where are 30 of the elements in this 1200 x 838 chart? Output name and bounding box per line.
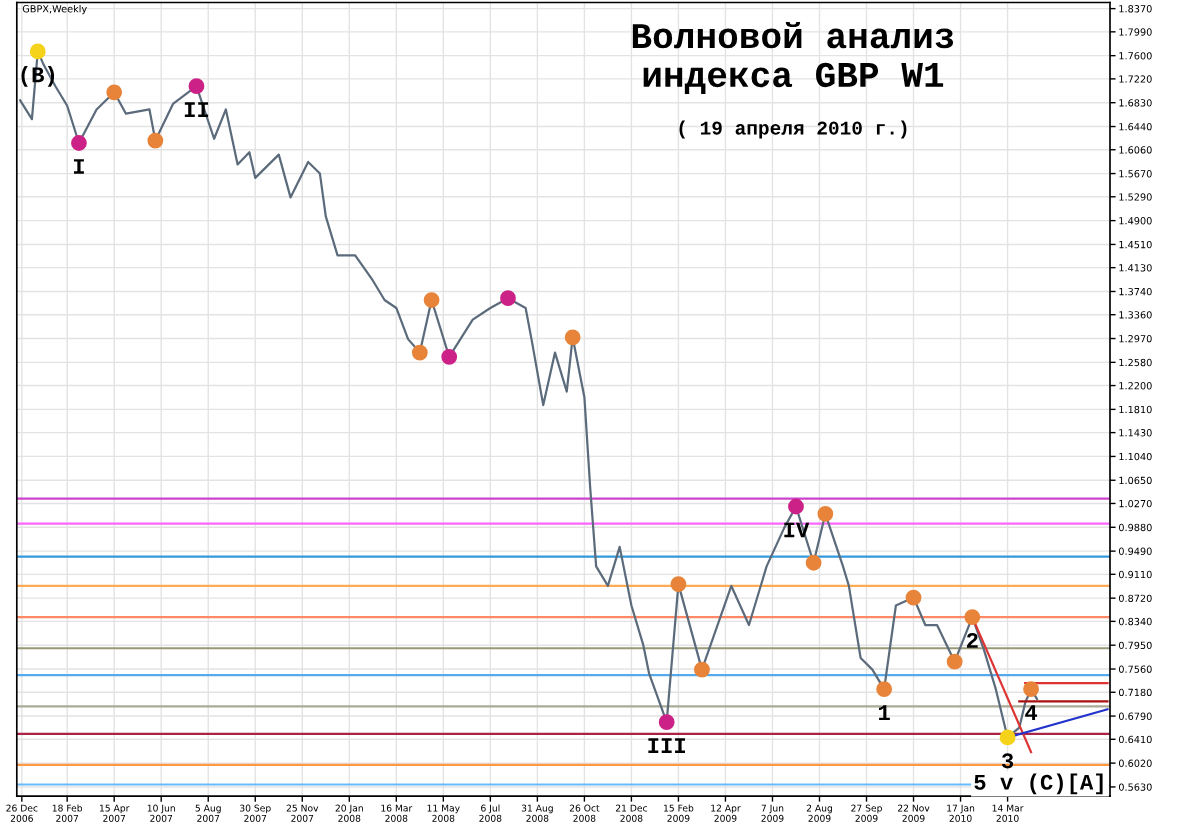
point bbox=[71, 135, 87, 151]
annotation: 5 v (C)[A] bbox=[974, 773, 1103, 795]
point bbox=[805, 554, 822, 571]
point bbox=[964, 609, 981, 625]
point bbox=[1023, 681, 1039, 698]
point bbox=[658, 714, 675, 731]
point bbox=[423, 292, 440, 308]
point bbox=[411, 344, 428, 361]
annotation: III bbox=[648, 738, 685, 753]
point bbox=[694, 661, 710, 678]
point bbox=[29, 43, 46, 60]
point bbox=[147, 132, 164, 149]
text: Волновой анализ индекса GBP W1 bbox=[632, 21, 954, 95]
text: ( 19 апреля 2010 г.) bbox=[679, 120, 907, 139]
annotation: 4 bbox=[1025, 705, 1038, 720]
point bbox=[441, 348, 458, 365]
annotation: 2 bbox=[966, 632, 978, 648]
point bbox=[817, 505, 834, 522]
point bbox=[500, 290, 516, 307]
point bbox=[946, 653, 963, 670]
point bbox=[188, 78, 205, 95]
point bbox=[670, 576, 687, 593]
point bbox=[876, 681, 893, 698]
annotation: I bbox=[73, 159, 84, 174]
point bbox=[905, 589, 922, 606]
annotation: 1 bbox=[878, 705, 890, 720]
point bbox=[788, 498, 804, 515]
point bbox=[564, 329, 581, 346]
point bbox=[999, 729, 1016, 746]
point bbox=[106, 84, 123, 101]
